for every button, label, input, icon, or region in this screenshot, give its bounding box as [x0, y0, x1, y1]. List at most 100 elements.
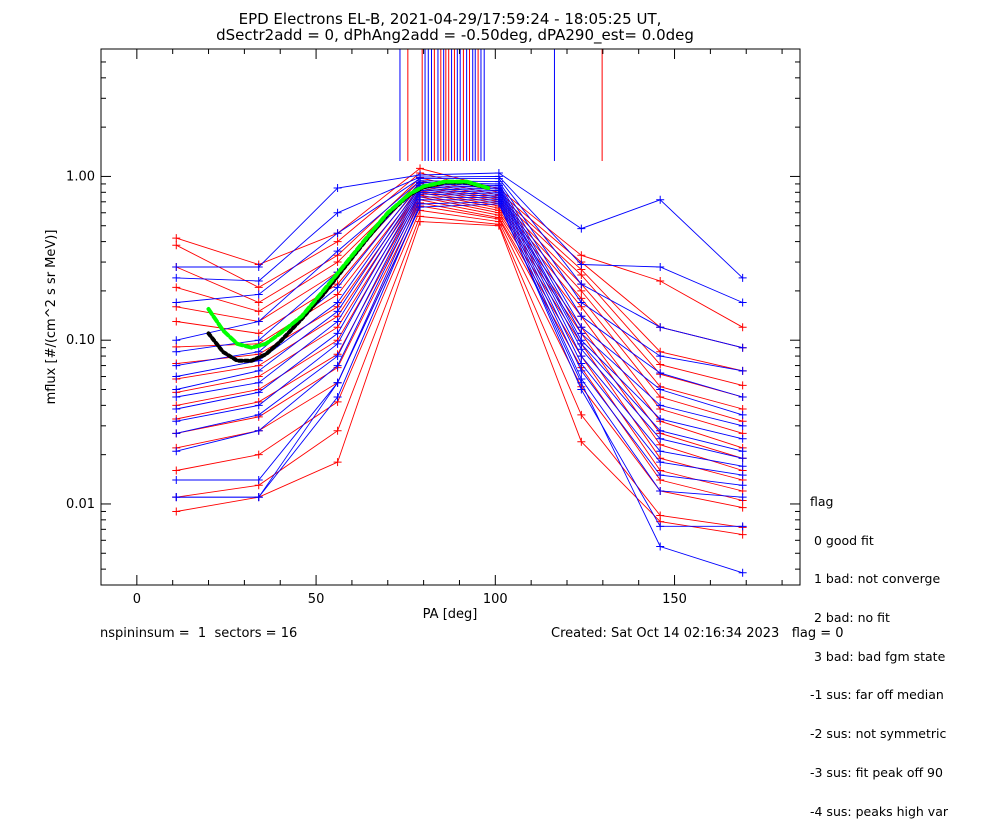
data-point	[254, 317, 263, 326]
data-point	[333, 183, 342, 192]
data-point	[577, 280, 586, 289]
series-line	[176, 199, 743, 481]
fit-curve	[206, 179, 491, 350]
series-line	[176, 185, 743, 410]
data-point	[577, 271, 586, 280]
data-point	[738, 323, 747, 332]
data-point	[656, 360, 665, 369]
data-point	[656, 401, 665, 410]
data-point	[172, 493, 181, 502]
data-point	[656, 426, 665, 435]
y-tick-label: 1.00	[66, 169, 95, 184]
x-tick-label: 150	[662, 592, 687, 607]
data-point	[738, 298, 747, 307]
data-point	[333, 426, 342, 435]
data-point	[656, 447, 665, 456]
series-line	[176, 187, 743, 422]
data-point	[656, 415, 665, 424]
legend-item: 1 bad: not converge	[810, 571, 941, 587]
data-point	[254, 329, 263, 338]
data-point	[738, 366, 747, 375]
data-point	[738, 503, 747, 512]
data-point	[656, 522, 665, 531]
series-line	[176, 188, 743, 452]
series-line	[176, 199, 743, 498]
data-point	[656, 262, 665, 271]
data-point	[577, 352, 586, 361]
data-point	[333, 352, 342, 361]
data-point	[172, 234, 181, 243]
data-point	[172, 241, 181, 250]
data-point	[738, 410, 747, 419]
flag-legend: flag 0 good fit 1 bad: not converge 2 ba…	[810, 470, 948, 831]
data-point	[333, 307, 342, 316]
data-point	[656, 471, 665, 480]
legend-item: -4 sus: peaks high var	[810, 803, 949, 819]
data-point	[333, 458, 342, 467]
series-line	[176, 186, 743, 440]
series-line	[176, 209, 743, 509]
data-point	[656, 323, 665, 332]
data-point	[333, 339, 342, 348]
axes: 0 50 100 150 0.01 0.10 1.00	[66, 48, 800, 607]
data-point	[172, 417, 181, 426]
data-point	[738, 462, 747, 471]
data-point	[172, 283, 181, 292]
pitch-angle-chart: EPD Electrons EL-B, 2021-04-29/17:59:24 …	[44, 10, 801, 622]
data-point	[577, 298, 586, 307]
data-point	[254, 276, 263, 285]
data-point	[254, 336, 263, 345]
data-point	[172, 347, 181, 356]
data-point	[738, 481, 747, 490]
data-point	[577, 359, 586, 368]
data-point	[738, 273, 747, 282]
data-point	[254, 410, 263, 419]
y-axis-label: mflux [#/(cm^2 s sr MeV)]	[44, 230, 59, 405]
data-point	[738, 454, 747, 463]
series-line	[176, 196, 743, 486]
data-point	[172, 273, 181, 282]
data-point	[172, 372, 181, 381]
data-point	[172, 392, 181, 401]
data-point	[656, 458, 665, 467]
data-point	[333, 298, 342, 307]
data-point	[577, 286, 586, 295]
data-point	[738, 493, 747, 502]
data-point	[333, 392, 342, 401]
series-line	[176, 202, 743, 492]
data-point	[254, 476, 263, 485]
legend-item: 0 good fit	[810, 532, 874, 548]
data-point	[656, 276, 665, 285]
data-point	[656, 352, 665, 361]
data-point	[577, 410, 586, 419]
data-point	[577, 437, 586, 446]
data-point	[254, 262, 263, 271]
y-tick-label: 0.01	[66, 497, 95, 512]
series-line	[176, 178, 743, 349]
data-point	[738, 392, 747, 401]
chart-subtitle: dSectr2add = 0, dPhAng2add = -0.50deg, d…	[216, 26, 694, 45]
data-point	[172, 298, 181, 307]
data-point	[254, 347, 263, 356]
data-point	[333, 329, 342, 338]
data-point	[254, 388, 263, 397]
x-tick-label: 100	[483, 592, 508, 607]
legend-title: flag	[810, 493, 834, 509]
data-point	[333, 317, 342, 326]
data-point	[254, 298, 263, 307]
data-point	[577, 345, 586, 354]
data-point	[738, 471, 747, 480]
data-point	[577, 366, 586, 375]
data-point	[577, 385, 586, 394]
series-line	[176, 167, 743, 328]
series-line	[176, 205, 743, 501]
series-line	[176, 215, 743, 528]
y-tick-label: 0.10	[66, 333, 95, 348]
data-point	[656, 542, 665, 551]
data-point	[656, 434, 665, 443]
data-point	[577, 378, 586, 387]
data-point	[656, 369, 665, 378]
footer-right: Created: Sat Oct 14 02:16:34 2023 flag =…	[551, 626, 844, 641]
data-point	[738, 447, 747, 456]
data-point	[738, 568, 747, 577]
